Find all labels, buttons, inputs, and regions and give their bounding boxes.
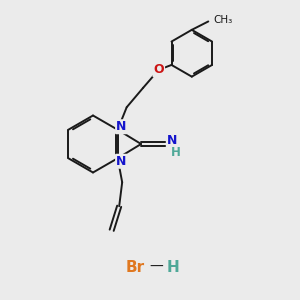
Text: N: N [167, 134, 177, 147]
Text: CH₃: CH₃ [214, 15, 233, 25]
Text: H: H [166, 260, 179, 274]
Text: —: — [149, 260, 163, 274]
Text: O: O [154, 63, 164, 76]
Text: H: H [171, 146, 181, 159]
Text: Br: Br [125, 260, 145, 274]
Text: N: N [116, 155, 127, 168]
Text: N: N [116, 120, 127, 133]
